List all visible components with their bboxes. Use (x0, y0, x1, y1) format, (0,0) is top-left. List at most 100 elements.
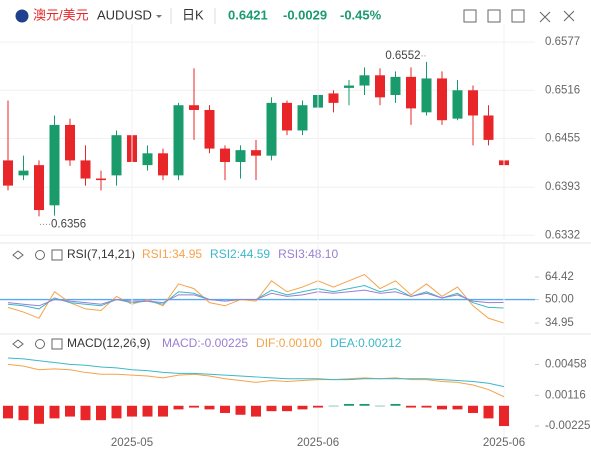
legend-entry: DIF:0.00100 (256, 336, 322, 350)
legend-entry: RSI2:44.59 (210, 247, 270, 261)
indicator-line (7, 289, 505, 307)
histogram-bar (375, 405, 385, 407)
candle-body (189, 105, 199, 110)
candle-button[interactable] (511, 9, 525, 23)
histogram-bar (142, 405, 153, 417)
histogram-bar (204, 405, 215, 410)
y-tick-label: 0.00458 (545, 359, 587, 371)
histogram-bar (111, 405, 122, 419)
histogram-bar (235, 405, 246, 415)
change-percent: -0.45% (340, 7, 382, 22)
settings-icon[interactable] (35, 250, 45, 260)
candle-body (437, 78, 447, 121)
histogram-bar (421, 405, 432, 408)
candle-body (266, 102, 277, 156)
y-tick-label: 0.6393 (545, 181, 580, 193)
candle-body (235, 150, 246, 162)
x-tick-label: 2025-06 (483, 437, 525, 449)
candle-body (251, 150, 261, 156)
histogram-bar (468, 405, 478, 413)
histogram-bar (251, 405, 261, 417)
x-tick-label: 2025-06 (297, 437, 339, 449)
candle-body (483, 115, 494, 140)
macd-header: MACD(12,26,9) (12, 336, 150, 350)
histogram-bar (406, 405, 416, 408)
rsi-header: RSI(7,14,21) (12, 247, 135, 261)
dropdown-arrow[interactable] (156, 15, 162, 18)
candle-body (96, 178, 106, 181)
candle-body (65, 124, 75, 161)
candle-body (158, 153, 168, 176)
histogram-bar (266, 405, 277, 412)
candle-body (406, 76, 416, 109)
y-tick-label: 0.6516 (545, 84, 580, 96)
legend-entry: MACD:-0.00225 (162, 336, 248, 350)
menu-icon[interactable] (51, 249, 63, 261)
expand-button[interactable] (539, 11, 551, 23)
histogram-bar (18, 405, 29, 421)
rsi-title: RSI(7,14,21) (67, 247, 135, 261)
period[interactable]: 日K (182, 7, 204, 22)
histogram-bar (344, 403, 354, 406)
indicator-button[interactable] (463, 9, 477, 23)
candle-body (220, 148, 230, 162)
candle-body (297, 105, 308, 131)
legend-entry: RSI1:34.95 (142, 247, 202, 261)
price: 0.6421 (228, 7, 268, 22)
y-tick-label: 50.00 (545, 294, 574, 306)
y-tick-label: -0.00225 (545, 420, 590, 432)
eye-icon[interactable] (12, 250, 24, 260)
candle-body (111, 135, 122, 176)
histogram-bar (49, 405, 60, 419)
histogram-bar (437, 405, 447, 410)
histogram-bar (282, 405, 292, 412)
histogram-bar (328, 405, 339, 407)
candle-body (49, 124, 60, 206)
candle-body (359, 75, 370, 86)
histogram-bar (34, 405, 44, 424)
legend-entry: RSI3:48.10 (278, 247, 338, 261)
histogram-bar (80, 405, 91, 421)
candle-body (18, 170, 29, 176)
y-tick-label: 0.6455 (545, 132, 580, 144)
histogram-bar (390, 403, 401, 406)
candle-body (34, 165, 44, 211)
candle-body (328, 93, 339, 103)
histogram-bar (499, 405, 509, 427)
draw-button[interactable] (487, 9, 501, 23)
indicator-line (7, 357, 505, 388)
histogram-bar (483, 405, 494, 419)
y-tick-label: 34.95 (545, 317, 574, 329)
flag-icon (15, 9, 29, 23)
y-tick-label: 0.6577 (545, 36, 580, 48)
histogram-bar (297, 405, 308, 410)
macd-title: MACD(12,26,9) (67, 336, 150, 350)
menu-icon[interactable] (51, 338, 63, 350)
histogram-bar (127, 405, 137, 417)
candle-body (375, 75, 385, 98)
candle-body (390, 76, 401, 95)
symbol[interactable]: AUDUSD (97, 7, 152, 22)
histogram-bar (96, 405, 106, 421)
y-tick-label: 0.6332 (545, 229, 580, 241)
candle-body (282, 102, 292, 131)
close-button[interactable] (563, 10, 575, 22)
candle-body (3, 160, 13, 186)
indicator-line (7, 363, 505, 398)
histogram-bar (452, 405, 463, 410)
change: -0.0029 (283, 7, 327, 22)
candle-body (421, 78, 432, 113)
histogram-bar (220, 405, 230, 413)
y-tick-label: 64.42 (545, 271, 574, 283)
settings-icon[interactable] (35, 339, 45, 349)
x-tick-label: 2025-05 (111, 437, 153, 449)
histogram-bar (65, 405, 75, 417)
candle-body (452, 90, 463, 119)
pair-name[interactable]: 澳元/美元 (33, 7, 89, 22)
histogram-bar (359, 403, 370, 406)
candle-body (468, 90, 478, 116)
price-annotation: 0.6552 (385, 50, 420, 62)
legend-entry: DEA:0.00212 (330, 336, 402, 350)
eye-icon[interactable] (12, 339, 24, 349)
